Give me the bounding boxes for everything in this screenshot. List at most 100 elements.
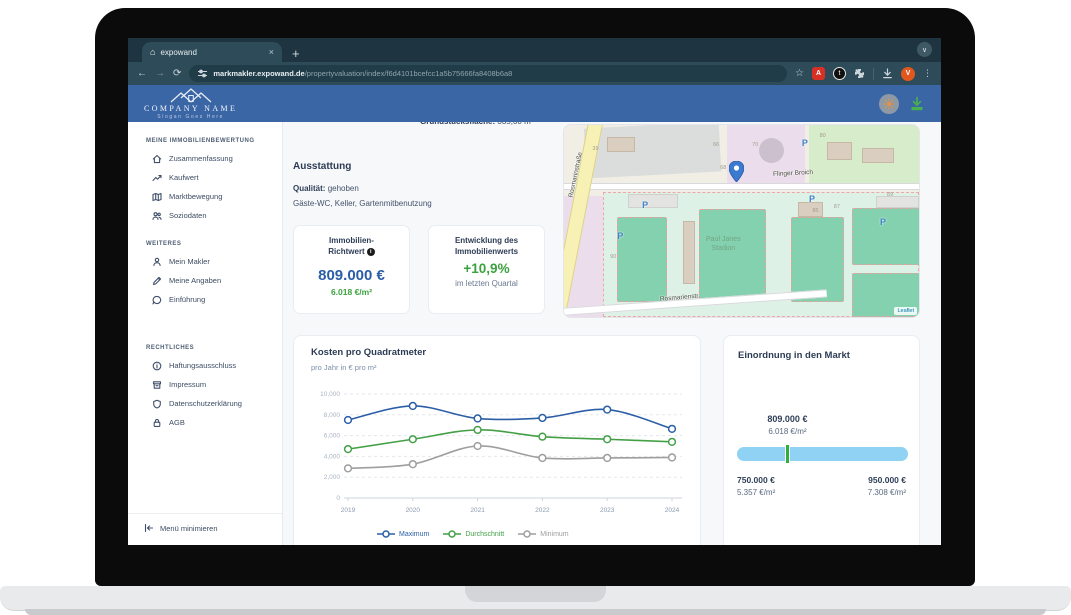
profile-avatar[interactable]: V bbox=[901, 66, 915, 81]
market-current-per-sqm: 6.018 €/m² bbox=[768, 427, 807, 436]
map-building bbox=[798, 201, 824, 218]
svg-text:6,000: 6,000 bbox=[324, 433, 341, 440]
house-number-label: 80 bbox=[819, 132, 826, 139]
tab-search-chevron-icon[interactable]: ∨ bbox=[917, 42, 932, 57]
map-building bbox=[876, 196, 919, 208]
sidebar-item-haftungsausschluss[interactable]: Haftungsausschluss bbox=[128, 356, 282, 375]
richtwert-per-sqm: 6.018 €/m² bbox=[330, 287, 373, 297]
main-content: Grundstücksfläche: 335,00 m² Ausstattung… bbox=[283, 122, 941, 545]
ausstattung-title: Ausstattung bbox=[293, 161, 352, 172]
parking-icon: P bbox=[808, 194, 815, 205]
market-min-per-sqm: 5.357 €/m² bbox=[737, 488, 776, 497]
tab-close-icon[interactable]: × bbox=[268, 47, 274, 57]
url-text: markmakler.expowand.de/propertyvaluation… bbox=[213, 69, 513, 78]
map-area bbox=[584, 125, 722, 179]
shield-icon bbox=[152, 399, 162, 409]
sidebar-item-mein-makler[interactable]: Mein Makler bbox=[128, 252, 282, 271]
new-tab-button[interactable]: + bbox=[292, 46, 300, 61]
quality-line: Qualität: gehoben bbox=[293, 184, 359, 193]
sidebar: MEINE IMMOBILIENBEWERTUNG Zusammenfassun… bbox=[128, 122, 283, 545]
extensions-puzzle-icon[interactable] bbox=[854, 68, 865, 79]
browser-tab[interactable]: ⌂ expowand × bbox=[142, 42, 282, 62]
svg-text:2,000: 2,000 bbox=[324, 474, 341, 481]
market-min: 750.000 € 5.357 €/m² bbox=[737, 475, 775, 497]
chart-subtitle: pro Jahr in € pro m² bbox=[311, 363, 377, 372]
map-building bbox=[862, 148, 895, 164]
sidebar-item-marktbewegung[interactable]: Marktbewegung bbox=[128, 187, 282, 206]
company-logo[interactable]: COMPANY NAME Slogan Goes Here bbox=[144, 87, 238, 120]
forward-icon[interactable]: → bbox=[155, 67, 165, 79]
svg-text:2024: 2024 bbox=[665, 507, 680, 514]
legend-item-maximum[interactable]: Maximum bbox=[376, 530, 429, 538]
sidebar-section-label: WEITERES bbox=[146, 241, 182, 247]
theme-sun-button[interactable] bbox=[879, 93, 899, 114]
data-point bbox=[343, 415, 353, 425]
data-point bbox=[603, 453, 612, 463]
kosten-chart-card: Kosten pro Quadratmeter pro Jahr in € pr… bbox=[293, 335, 701, 545]
company-name: COMPANY NAME bbox=[144, 103, 238, 113]
pdf-extension-icon[interactable]: A bbox=[812, 67, 825, 80]
bookmark-star-icon[interactable]: ☆ bbox=[795, 67, 804, 79]
location-map[interactable]: Paul Janes Stadion Leaflet Flinger Broich… bbox=[563, 124, 920, 318]
sidebar-item-soziodaten[interactable]: Soziodaten bbox=[128, 206, 282, 225]
legend-item-minimum[interactable]: Minimum bbox=[517, 530, 569, 538]
entwicklung-subtitle: im letzten Quartal bbox=[455, 279, 518, 288]
data-point bbox=[667, 424, 677, 433]
data-point bbox=[343, 464, 353, 473]
svg-text:2020: 2020 bbox=[406, 507, 421, 514]
data-point bbox=[473, 414, 482, 423]
data-point bbox=[408, 460, 417, 469]
data-point bbox=[667, 437, 677, 446]
market-max-per-sqm: 7.308 €/m² bbox=[867, 488, 906, 497]
header-download-icon[interactable] bbox=[909, 96, 925, 112]
data-point bbox=[473, 441, 482, 451]
legend-item-durchschnitt[interactable]: Durchschnitt bbox=[442, 530, 504, 538]
map-marker-pin-icon[interactable] bbox=[729, 161, 745, 183]
sidebar-section-label: MEINE IMMOBILIENBEWERTUNG bbox=[146, 138, 255, 144]
sidebar-item-agb[interactable]: AGB bbox=[128, 413, 282, 432]
sidebar-item-einfuehrung[interactable]: Einführung bbox=[128, 290, 282, 309]
downloads-icon[interactable] bbox=[882, 68, 893, 79]
legend-marker-icon bbox=[377, 530, 395, 538]
data-point bbox=[603, 405, 612, 414]
laptop-notch bbox=[465, 586, 606, 602]
parking-icon: P bbox=[801, 138, 808, 149]
back-icon[interactable]: ← bbox=[137, 67, 147, 79]
reload-icon[interactable]: ⟳ bbox=[173, 67, 182, 79]
map-attribution-link[interactable]: Leaflet bbox=[894, 307, 917, 315]
entwicklung-title: Entwicklung des Immobilienwerts bbox=[454, 236, 519, 256]
extension-circle-icon[interactable]: t bbox=[833, 67, 846, 80]
sun-icon bbox=[883, 97, 895, 110]
map-area bbox=[759, 138, 785, 164]
collapse-menu-button[interactable]: Menü minimieren bbox=[128, 513, 282, 545]
parking-icon: P bbox=[879, 217, 886, 228]
features-line: Gäste-WC, Keller, Gartenmitbenutzung bbox=[293, 199, 432, 208]
sidebar-item-datenschutzerklaerung[interactable]: Datenschutzerklärung bbox=[128, 394, 282, 413]
market-position-marker bbox=[784, 444, 790, 464]
house-number-label: 68 bbox=[720, 165, 727, 172]
data-point bbox=[538, 453, 547, 463]
browser-tab-strip: ⌂ expowand × + ∨ bbox=[128, 38, 941, 62]
svg-text:0: 0 bbox=[336, 495, 340, 502]
address-bar[interactable]: markmakler.expowand.de/propertyvaluation… bbox=[189, 65, 788, 82]
legend-marker-icon bbox=[518, 530, 537, 538]
data-point bbox=[473, 425, 482, 435]
house-number-label: 85 bbox=[812, 207, 819, 214]
sidebar-item-meine-angaben[interactable]: Meine Angaben bbox=[128, 271, 282, 290]
site-settings-icon[interactable] bbox=[198, 69, 208, 78]
laptop-base-strip bbox=[25, 609, 1046, 615]
map-icon bbox=[152, 192, 162, 202]
svg-text:2023: 2023 bbox=[600, 507, 615, 514]
sidebar-item-kaufwert[interactable]: Kaufwert bbox=[128, 168, 282, 187]
map-building bbox=[682, 221, 696, 285]
browser-toolbar: ← → ⟳ markmakler.expowand.de/propertyval… bbox=[128, 62, 941, 85]
svg-text:2021: 2021 bbox=[470, 507, 485, 514]
tab-favicon-home-icon: ⌂ bbox=[150, 46, 156, 57]
pen-icon bbox=[152, 276, 162, 286]
menu-kebab-icon[interactable]: ⋮ bbox=[923, 68, 932, 78]
trending-up-icon bbox=[152, 173, 162, 183]
sidebar-item-zusammenfassung[interactable]: Zusammenfassung bbox=[128, 149, 282, 168]
map-building bbox=[627, 194, 678, 208]
sidebar-item-impressum[interactable]: Impressum bbox=[128, 375, 282, 394]
info-icon[interactable]: i bbox=[366, 247, 375, 256]
